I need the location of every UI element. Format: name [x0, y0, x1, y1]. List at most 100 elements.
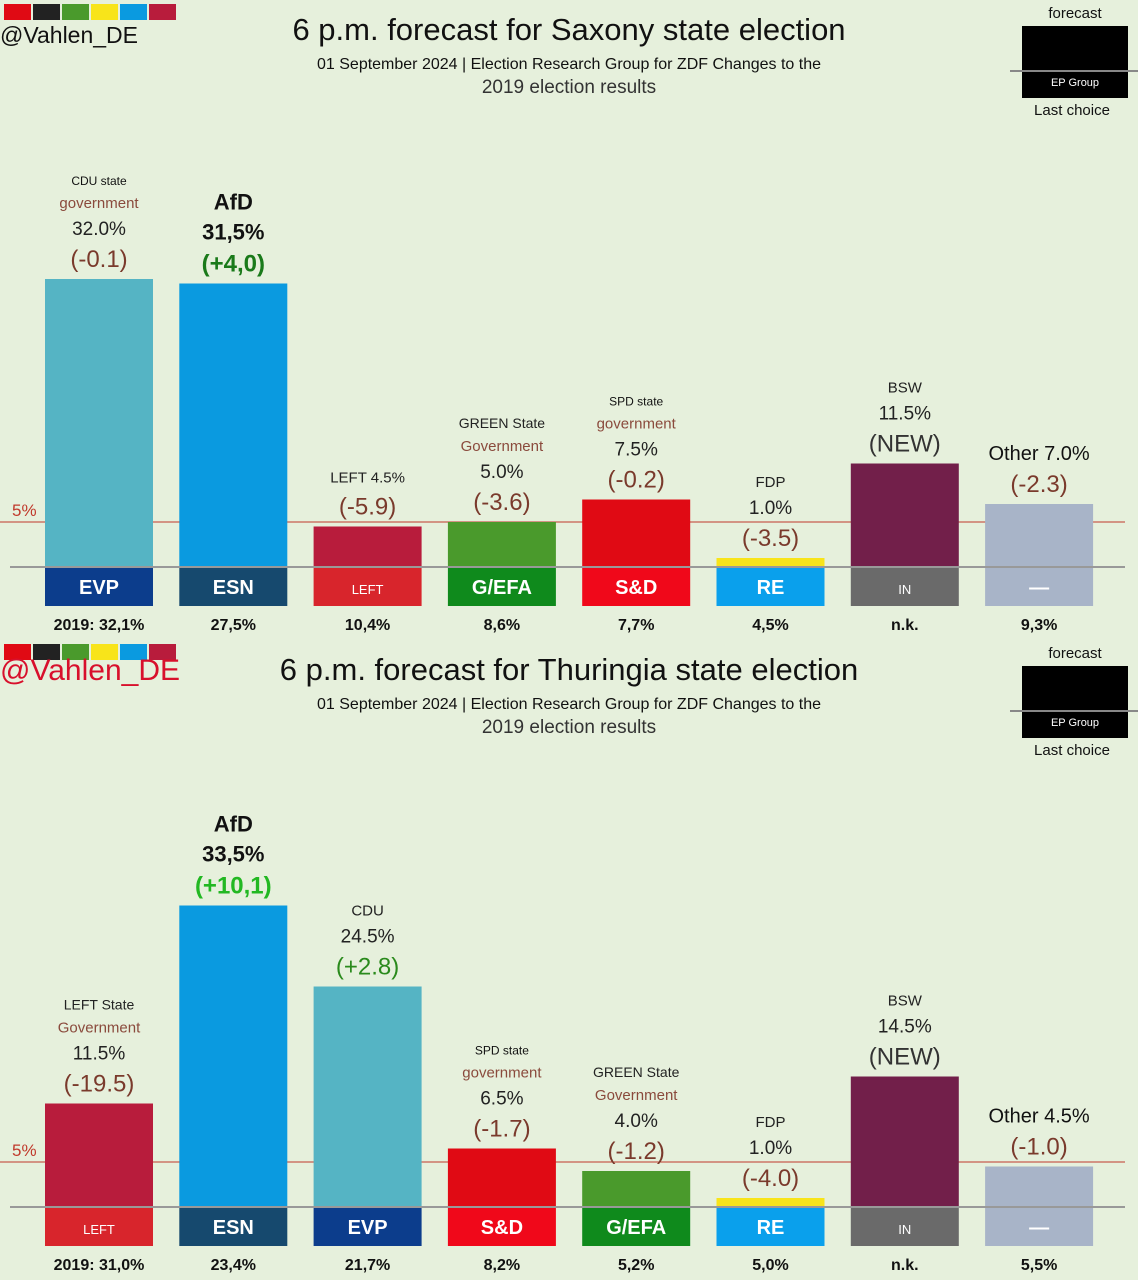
bar-label-line: LEFT State — [64, 997, 135, 1013]
bar — [850, 1076, 959, 1207]
author-handle: @Vahlen_DE — [0, 654, 180, 687]
chart-subtitle: 01 September 2024 | Election Research Gr… — [317, 56, 821, 73]
bar — [716, 1198, 825, 1207]
threshold-label: 5% — [12, 1141, 37, 1160]
legend-box: EP Group — [1010, 666, 1138, 738]
party-flag-strip — [4, 4, 176, 20]
bar-label-line: Government — [595, 1087, 678, 1104]
bar-label-line: (-1.7) — [473, 1116, 530, 1143]
bar-label-line: 5.0% — [480, 462, 523, 483]
group-label: RE — [757, 577, 785, 599]
previous-result-label: 5,0% — [752, 1257, 788, 1274]
bar — [179, 283, 288, 567]
group-label-box — [850, 568, 959, 606]
bar-label-line: 6.5% — [480, 1089, 523, 1110]
group-label-box — [716, 568, 825, 606]
bar — [985, 504, 1094, 567]
bar-label-line: 1.0% — [749, 498, 792, 519]
bar-label-line: LEFT 4.5% — [330, 470, 405, 487]
bar-label-line: Other 4.5% — [989, 1106, 1090, 1128]
bar-label-line: (NEW) — [869, 1044, 941, 1071]
group-label: RE — [757, 1217, 785, 1239]
legend-box: EP Group — [1010, 26, 1138, 98]
group-label: G/EFA — [472, 577, 532, 599]
bar — [179, 905, 288, 1207]
bar-label-line: 1.0% — [749, 1138, 792, 1159]
bar — [45, 1103, 153, 1207]
bar-label-line: Other 7.0% — [989, 443, 1090, 465]
bar-label-line: BSW — [888, 993, 923, 1010]
bar-label-line: (-19.5) — [64, 1071, 135, 1098]
group-label: EVP — [348, 1217, 388, 1239]
bar-label-line: (-1.0) — [1010, 1134, 1067, 1161]
previous-result-label: 27,5% — [211, 617, 256, 634]
chart-subtitle-line2: 2019 election results — [481, 717, 657, 738]
bar — [582, 1171, 691, 1207]
group-label-box — [179, 568, 288, 606]
thuringia-panel: @Vahlen_DE 6 p.m. forecast for Thuringia… — [0, 640, 1138, 1280]
group-label: S&D — [481, 1217, 523, 1239]
bar-label-line: SPD state — [475, 1044, 529, 1058]
group-label-box — [313, 568, 422, 606]
threshold-label: 5% — [12, 501, 37, 520]
group-label-box — [985, 1208, 1094, 1246]
legend-last-choice-label: Last choice — [1034, 102, 1110, 119]
bar-label-line: (+2.8) — [336, 954, 399, 981]
previous-result-label: 9,3% — [1021, 617, 1057, 634]
bar-label-line: AfD — [214, 812, 253, 837]
bar-label-line: (-4.0) — [742, 1165, 799, 1192]
bar-label-line: 32.0% — [72, 219, 126, 240]
bar — [985, 1166, 1094, 1207]
chart-subtitle-line2: 2019 election results — [481, 77, 657, 98]
bar-label-line: government — [462, 1065, 542, 1082]
group-label: S&D — [615, 577, 657, 599]
previous-result-label: 2019: 32,1% — [54, 617, 145, 634]
group-label: IN — [898, 582, 911, 597]
bar-label-line: (-1.2) — [608, 1138, 665, 1165]
group-label: IN — [898, 1222, 911, 1237]
bar — [447, 522, 556, 567]
bar-label-line: Government — [58, 1020, 141, 1037]
bar-label-line: (NEW) — [869, 431, 941, 458]
legend-last-choice-label: Last choice — [1034, 742, 1110, 759]
previous-result-label: 4,5% — [752, 617, 788, 634]
bar-label-line: government — [597, 416, 677, 433]
bar-label-line: (-0.1) — [70, 246, 127, 273]
bar — [313, 986, 422, 1207]
previous-result-label: 5,2% — [618, 1257, 654, 1274]
chart-title: 6 p.m. forecast for Saxony state electio… — [292, 12, 846, 47]
party-flag-strip — [4, 644, 176, 660]
bar-label-line: SPD state — [609, 395, 663, 409]
chart-title: 6 p.m. forecast for Thuringia state elec… — [279, 652, 859, 687]
chart-subtitle: 01 September 2024 | Election Research Gr… — [317, 696, 821, 713]
bar-label-line: CDU — [351, 903, 384, 920]
previous-result-label: 23,4% — [211, 1257, 256, 1274]
bar-label-line: 24.5% — [341, 927, 395, 948]
bar-label-line: CDU state — [71, 174, 127, 188]
group-label: — — [1029, 577, 1049, 599]
bar-label-line: 33,5% — [202, 842, 264, 867]
previous-result-label: 2019: 31,0% — [54, 1257, 145, 1274]
group-label-box — [716, 1208, 825, 1246]
group-label-box — [45, 568, 153, 606]
legend-forecast-label: forecast — [1048, 5, 1102, 22]
previous-result-label: 8,6% — [484, 617, 520, 634]
bar-label-line: (+10,1) — [195, 873, 272, 900]
bar-label-line: government — [59, 195, 139, 212]
bar-label-line: (-3.5) — [742, 525, 799, 552]
previous-result-label: 5,5% — [1021, 1257, 1057, 1274]
bar-label-line: (-3.6) — [473, 489, 530, 516]
bar — [716, 558, 825, 567]
bar-label-line: BSW — [888, 380, 923, 397]
bar-label-line: (-0.2) — [608, 467, 665, 494]
bar-label-line: 7.5% — [615, 440, 658, 461]
bar-label-line: (-2.3) — [1010, 471, 1067, 498]
group-label-box — [850, 1208, 959, 1246]
bar-label-line: GREEN State — [593, 1064, 680, 1080]
legend-group-label: EP Group — [1050, 717, 1100, 729]
group-label-box — [313, 1208, 422, 1246]
group-label: — — [1029, 1217, 1049, 1239]
previous-result-label: 8,2% — [484, 1257, 520, 1274]
previous-result-label: 7,7% — [618, 617, 654, 634]
saxony-panel: @Vahlen_DE 6 p.m. forecast for Saxony st… — [0, 4, 1138, 634]
